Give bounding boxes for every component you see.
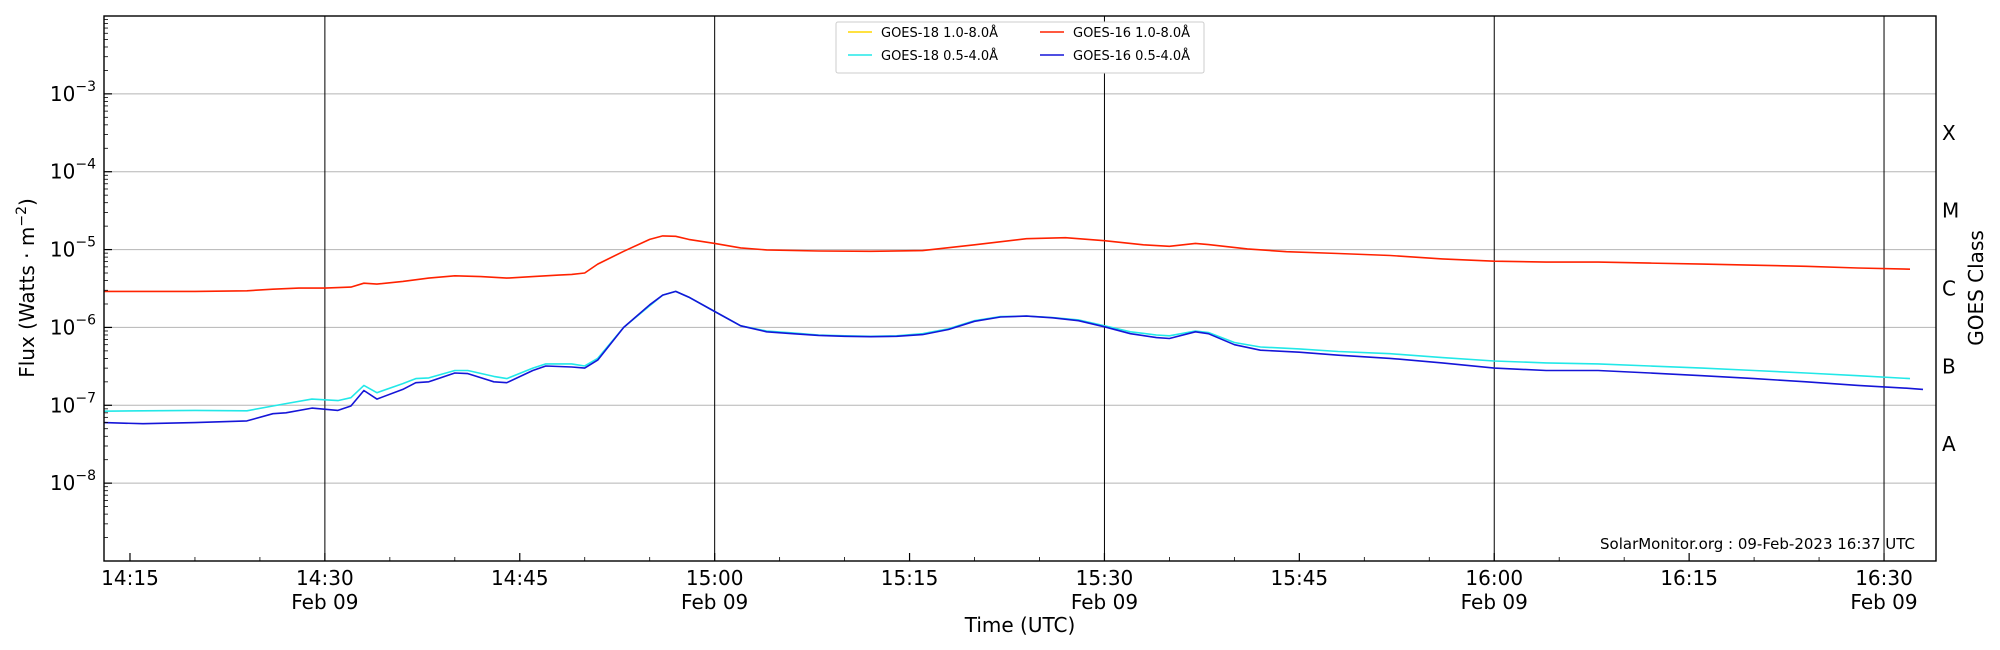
- legend-label: GOES-18 1.0-8.0Å: [881, 25, 998, 41]
- legend: GOES-18 1.0-8.0Å GOES-18 0.5-4.0Å GOES-16 …: [835, 21, 1205, 74]
- footer-timestamp: SolarMonitor.org : 09-Feb-2023 16:37 UTC: [1600, 535, 1915, 553]
- series-line: [104, 235, 1911, 293]
- plot-frame: [103, 15, 1937, 562]
- y-axis-label-main: Flux (Watts · m: [15, 227, 39, 378]
- y-axis-label-close: ): [15, 198, 39, 206]
- y-tick-base: 10: [50, 238, 75, 262]
- legend-label: GOES-18 0.5-4.0Å: [881, 48, 998, 64]
- y-tick-base: 10: [50, 471, 75, 495]
- y-tick-base: 10: [50, 160, 75, 184]
- x-tick-label: 15:30: [1076, 566, 1134, 590]
- y-tick-label: 10−3: [50, 79, 96, 106]
- goes-class-label: A: [1942, 432, 1956, 456]
- y-tick-label: 10−8: [50, 468, 96, 495]
- legend-box: [835, 21, 1205, 74]
- x-tick-label: 16:00: [1465, 566, 1523, 590]
- goes-class-axis-label: GOES Class: [1964, 230, 1988, 346]
- x-tick-label: 16:30: [1855, 566, 1913, 590]
- y-axis-label-exponent: −2: [14, 206, 30, 227]
- y-tick-base: 10: [50, 315, 75, 339]
- legend-label: GOES-16 0.5-4.0Å: [1073, 48, 1190, 64]
- x-tick-label: 15:15: [881, 566, 939, 590]
- y-tick-label: 10−4: [50, 157, 96, 184]
- y-tick-label: 10−6: [50, 312, 96, 339]
- x-tick-label: 14:45: [491, 566, 549, 590]
- goes-class-label: X: [1942, 121, 1956, 145]
- y-tick-exponent: −8: [75, 468, 96, 484]
- y-tick-base: 10: [50, 393, 75, 417]
- y-tick-exponent: −4: [75, 157, 96, 173]
- x-tick-date-label: Feb 09: [1071, 590, 1138, 614]
- legend-label: GOES-16 1.0-8.0Å: [1073, 25, 1190, 41]
- x-tick-label: 15:00: [686, 566, 744, 590]
- x-tick-label: 14:30: [296, 566, 354, 590]
- y-tick-exponent: −7: [75, 390, 96, 406]
- x-tick-date-label: Feb 09: [291, 590, 358, 614]
- y-tick-label: 10−7: [50, 390, 96, 417]
- x-tick-label: 14:15: [101, 566, 159, 590]
- x-tick-date-label: Feb 09: [1461, 590, 1528, 614]
- series-layer: [103, 235, 1924, 425]
- y-tick-label: 10−5: [50, 235, 96, 262]
- y-tick-exponent: −6: [75, 312, 96, 328]
- y-tick-exponent: −3: [75, 79, 96, 95]
- x-axis-label: Time (UTC): [964, 613, 1076, 637]
- grid-layer: [104, 16, 1936, 561]
- x-tick-label: 15:45: [1271, 566, 1329, 590]
- x-tick-date-label: Feb 09: [681, 590, 748, 614]
- y-tick-base: 10: [50, 82, 75, 106]
- goes-class-label: M: [1942, 199, 1959, 223]
- series-line: [103, 290, 1924, 425]
- x-tick-label: 16:15: [1660, 566, 1718, 590]
- series-line: [103, 290, 1911, 412]
- goes-class-label: C: [1942, 277, 1956, 301]
- y-tick-exponent: −5: [75, 235, 96, 251]
- goes-class-label: B: [1942, 354, 1956, 378]
- x-tick-date-label: Feb 09: [1850, 590, 1917, 614]
- y-axis-label: Flux (Watts · m−2): [14, 198, 39, 378]
